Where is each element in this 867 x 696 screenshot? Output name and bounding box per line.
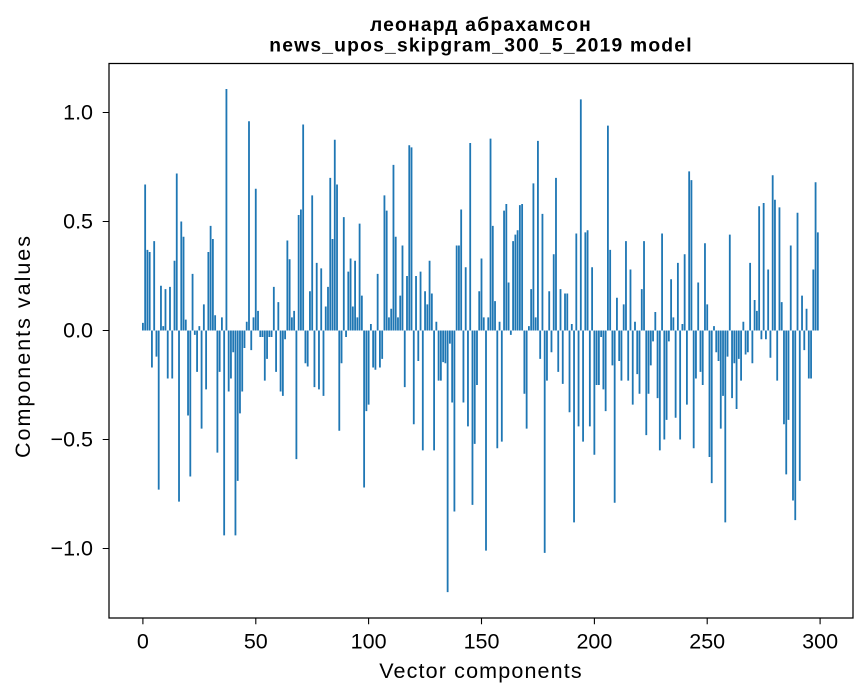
svg-text:−0.5: −0.5 [51, 428, 93, 452]
svg-text:−1.0: −1.0 [51, 537, 93, 561]
svg-text:200: 200 [576, 630, 612, 654]
svg-text:300: 300 [802, 630, 838, 654]
svg-text:леонард абрахамсон: леонард абрахамсон [370, 15, 592, 36]
svg-text:250: 250 [689, 630, 725, 654]
svg-text:0.0: 0.0 [63, 319, 93, 343]
svg-text:0.5: 0.5 [63, 210, 93, 234]
svg-text:Vector components: Vector components [379, 659, 583, 683]
svg-text:50: 50 [244, 630, 268, 654]
svg-text:0: 0 [137, 630, 149, 654]
svg-text:news_upos_skipgram_300_5_2019: news_upos_skipgram_300_5_2019 model [269, 36, 693, 57]
svg-text:1.0: 1.0 [63, 101, 93, 125]
svg-text:100: 100 [351, 630, 387, 654]
svg-text:150: 150 [464, 630, 500, 654]
svg-text:Components values: Components values [11, 234, 35, 458]
